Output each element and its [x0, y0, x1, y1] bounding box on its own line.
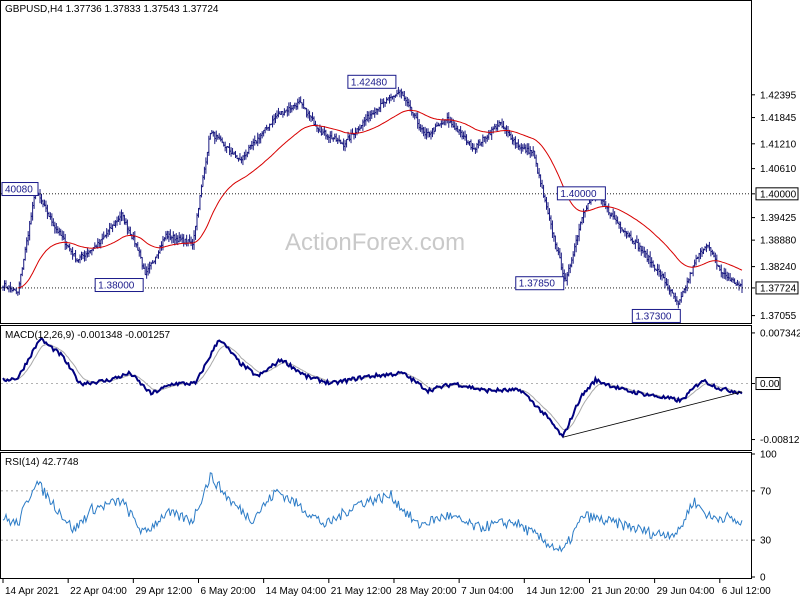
y-tick-label: 1.42395 [760, 90, 797, 101]
rsi-header: RSI(14) 42.7748 [5, 457, 79, 468]
macd-header: MACD(12,26,9) -0.001348 -0.001257 [5, 330, 171, 341]
macd-line [2, 336, 743, 439]
annotation-label: 1.38000 [98, 281, 135, 292]
y-tick-highlight [755, 281, 799, 295]
rsi-layer [1, 472, 751, 553]
rsi-line [2, 472, 743, 553]
ema-line [17, 109, 743, 289]
annotation-label: 40080 [5, 185, 33, 196]
y-tick-label: 1.41210 [760, 139, 797, 150]
x-tick-label: 22 Apr 04:00 [70, 586, 127, 597]
x-tick-label: 14 Apr 2021 [5, 586, 59, 597]
x-tick-label: 6 May 20:00 [200, 586, 255, 597]
macd-axis: 0.007342 0.00 -0.008126 [751, 328, 800, 446]
price-bars [2, 86, 743, 309]
x-tick-label: 29 Apr 12:00 [135, 586, 192, 597]
y-tick-label: 1.40610 [760, 164, 797, 175]
rsi-pane-frame [0, 452, 752, 579]
annotation-label: 1.37300 [635, 311, 672, 322]
y-tick-label: 1.40000 [760, 189, 797, 200]
rsi-axis: 100 70 30 0 [751, 450, 777, 584]
macd-y-tick-label: -0.008126 [760, 435, 800, 446]
x-tick-label: 14 May 04:00 [266, 586, 327, 597]
y-tick-label: 1.41845 [760, 113, 797, 124]
price-annotation: 1.38000 [94, 278, 144, 293]
price-annotations: 40080 1.38000 1.42480 1.40000 1.37850 1.37300 [1, 74, 681, 323]
macd-zero-highlight [755, 377, 781, 391]
y-tick-label: 1.37055 [760, 311, 797, 322]
x-tick-label: 29 Jun 04:00 [657, 586, 715, 597]
price-levels [1, 193, 751, 289]
price-annotation: 40080 [1, 182, 39, 197]
x-tick-label: 28 May 20:00 [396, 586, 457, 597]
annotation-label: 1.37850 [519, 279, 556, 290]
macd-y-tick-label: 0.007342 [760, 328, 800, 339]
rsi-y-tick-label: 30 [760, 536, 772, 547]
macd-layer [1, 336, 751, 439]
x-tick-label: 21 May 12:00 [331, 586, 392, 597]
price-annotation: 1.37850 [515, 276, 565, 291]
x-axis: 14 Apr 2021 22 Apr 04:00 29 Apr 12:00 6 May… [2, 579, 771, 597]
y-tick-label: 1.38880 [760, 236, 797, 247]
rsi-y-tick-label: 100 [760, 450, 777, 461]
price-header: GBPUSD,H4 1.37736 1.37833 1.37543 1.3772… [5, 4, 219, 15]
x-tick-label: 14 Jun 12:00 [526, 586, 584, 597]
price-ema [17, 109, 743, 289]
macd-trendline [562, 391, 743, 438]
annotation-label: 1.40000 [560, 189, 597, 200]
y-tick-highlight [755, 187, 799, 201]
price-axis: 1.42395 1.41845 1.41210 1.40610 1.40000 1.394… [751, 90, 799, 322]
y-tick-label: 1.37724 [760, 283, 797, 294]
price-pane-frame [0, 0, 752, 324]
watermark: ActionForex.com [285, 229, 465, 256]
price-annotation: 1.42480 [347, 74, 397, 89]
price-annotation: 1.40000 [556, 186, 606, 201]
y-tick-label: 1.39425 [760, 213, 797, 224]
price-annotation: 1.37300 [631, 308, 681, 323]
annotation-label: 1.42480 [351, 77, 388, 88]
macd-y-tick-label: 0.00 [760, 379, 780, 390]
x-tick-label: 6 Jul 12:00 [722, 586, 771, 597]
macd-pane-frame [0, 325, 752, 451]
rsi-y-tick-label: 0 [760, 573, 766, 584]
rsi-y-tick-label: 70 [760, 486, 772, 497]
x-tick-label: 21 Jun 20:00 [591, 586, 649, 597]
y-tick-label: 1.38240 [760, 262, 797, 273]
x-tick-label: 7 Jun 04:00 [461, 586, 514, 597]
